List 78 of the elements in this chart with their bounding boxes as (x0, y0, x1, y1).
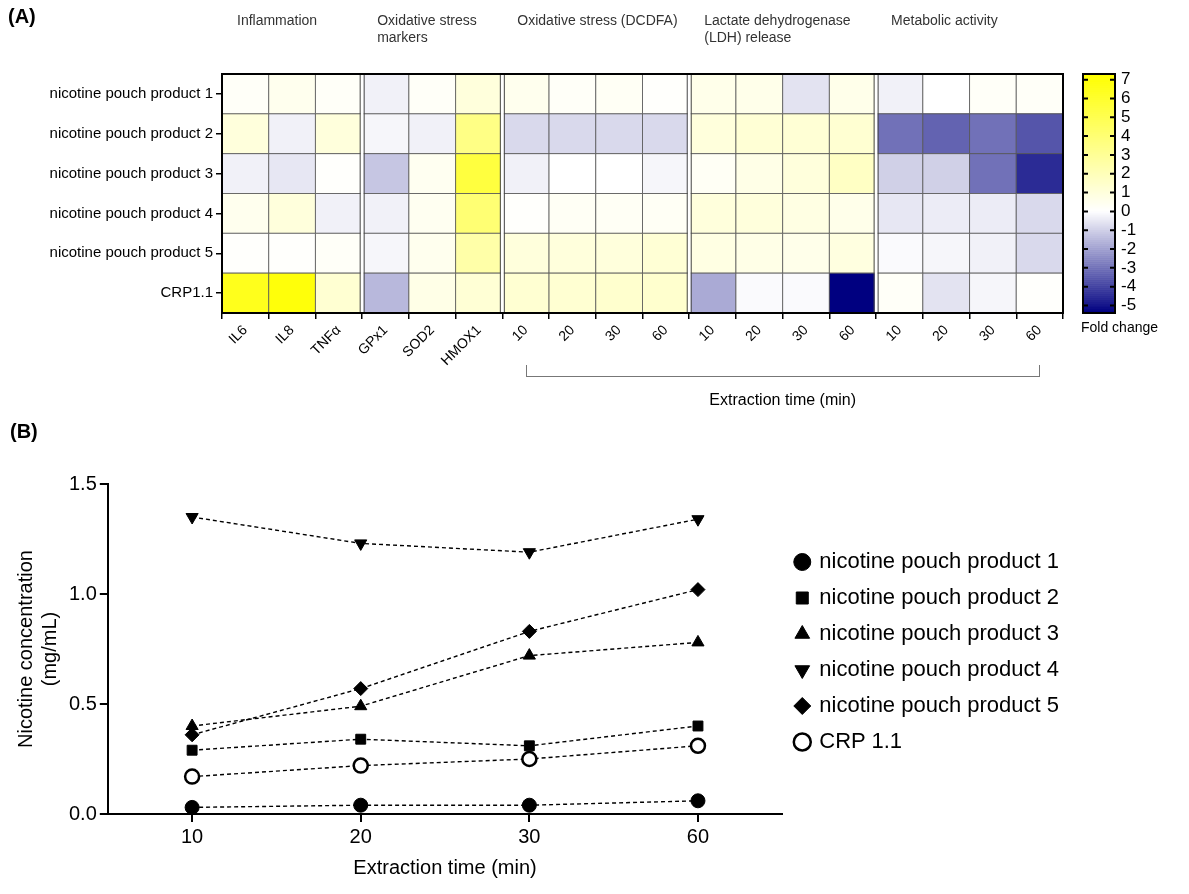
x-tick-label: 30 (601, 321, 625, 344)
y-tick-label: 1.5 (68, 471, 97, 494)
point (355, 733, 367, 745)
color-bar-label: 6 (1121, 88, 1131, 108)
color-bar-label: 0 (1121, 201, 1131, 221)
text: (A) (8, 5, 36, 28)
point (522, 548, 536, 560)
point (521, 797, 537, 813)
text: Oxidative stress (DCDFA) (517, 12, 679, 29)
text: Oxidative stress markers (377, 12, 478, 46)
point (185, 513, 199, 525)
point (354, 539, 368, 551)
color-bar-label: 4 (1121, 125, 1131, 145)
point (353, 797, 369, 813)
point (354, 698, 368, 711)
legend-label: nicotine pouch product 2 (819, 584, 1060, 610)
legend-label: nicotine pouch product 4 (819, 656, 1060, 682)
point (186, 744, 198, 756)
color-bar-label: 7 (1121, 69, 1131, 89)
x-tick-label: 10 (881, 321, 905, 344)
point (689, 737, 707, 755)
color-bar-label: 5 (1121, 106, 1131, 126)
chart-title: (B) (10, 419, 38, 442)
y-tick-label: 1.0 (68, 581, 97, 604)
x-tick-label: 10 (180, 824, 204, 847)
point (521, 623, 537, 639)
legend-label: nicotine pouch product 5 (819, 692, 1060, 718)
color-bar-label: -1 (1121, 219, 1137, 239)
y-tick-label: nicotine pouch product 2 (49, 123, 213, 141)
x-tick-label: 60 (1022, 321, 1045, 344)
point (352, 757, 369, 774)
x-tick-label: IL8 (271, 321, 298, 347)
y-tick-label: nicotine pouch product 1 (49, 84, 213, 102)
y-tick-label: nicotine pouch product 4 (49, 203, 213, 221)
y-axis-title: Nicotine concentration (mg/mL) (13, 550, 60, 748)
x-tick-label: 20 (741, 321, 765, 344)
point (523, 740, 535, 752)
x-tick-label: 60 (835, 321, 858, 344)
y-tick-label: CRP1.1 (160, 283, 213, 301)
color-bar-label: -2 (1121, 238, 1137, 258)
x-tick-label: 10 (508, 321, 531, 344)
text: Metabolic activity (891, 12, 999, 29)
x-tick-label: 20 (554, 321, 578, 344)
legend-label: CRP 1.1 (819, 728, 903, 754)
text: Lactate dehydrogenase (LDH) release (704, 12, 852, 46)
y-tick-label: 0.0 (68, 801, 97, 824)
legend-label: nicotine pouch product 3 (819, 620, 1060, 646)
legend-label: nicotine pouch product 1 (819, 548, 1060, 574)
text: Inflammation (237, 12, 319, 29)
point (183, 768, 201, 785)
x-axis-title: Extraction time (min) (353, 855, 537, 878)
x-tick-label: 60 (648, 321, 671, 344)
color-bar-label: 1 (1121, 182, 1131, 202)
x-tick-label: 10 (695, 321, 718, 344)
color-bar-title: Fold change (1081, 318, 1159, 335)
x-tick-label: 30 (518, 824, 541, 847)
point (692, 720, 704, 732)
x-tick-label: IL6 (225, 321, 251, 347)
x-tick-label: 20 (349, 824, 372, 847)
color-bar-label: 3 (1121, 144, 1131, 164)
point (690, 582, 706, 598)
point (691, 515, 705, 527)
color-bar-label: -3 (1121, 257, 1137, 277)
y-tick-label: 0.5 (68, 691, 97, 714)
y-tick-label: nicotine pouch product 3 (49, 163, 213, 181)
color-bar-label: 2 (1121, 163, 1131, 183)
y-tick-label: nicotine pouch product 5 (49, 243, 213, 261)
x-tick-label: 20 (928, 321, 952, 344)
x-tick-label: 30 (975, 321, 998, 344)
point (353, 681, 369, 697)
point (521, 750, 538, 768)
text: Extraction time (min) (709, 391, 857, 409)
point (184, 799, 200, 814)
point (690, 793, 706, 809)
color-bar-label: -4 (1121, 276, 1137, 296)
x-tick-label: 30 (788, 321, 812, 344)
color-bar-label: -5 (1121, 295, 1137, 315)
x-tick-label: 60 (686, 824, 710, 847)
